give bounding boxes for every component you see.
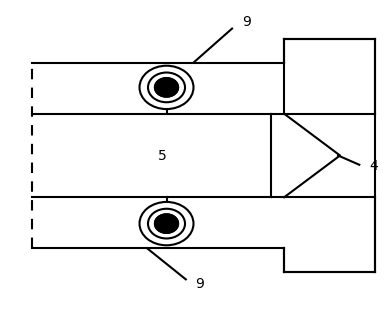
Text: 5: 5 [158,148,167,163]
Text: 4: 4 [369,159,378,173]
Text: 9: 9 [242,15,250,29]
Circle shape [155,214,178,233]
Circle shape [155,78,178,97]
Text: 9: 9 [195,277,204,291]
